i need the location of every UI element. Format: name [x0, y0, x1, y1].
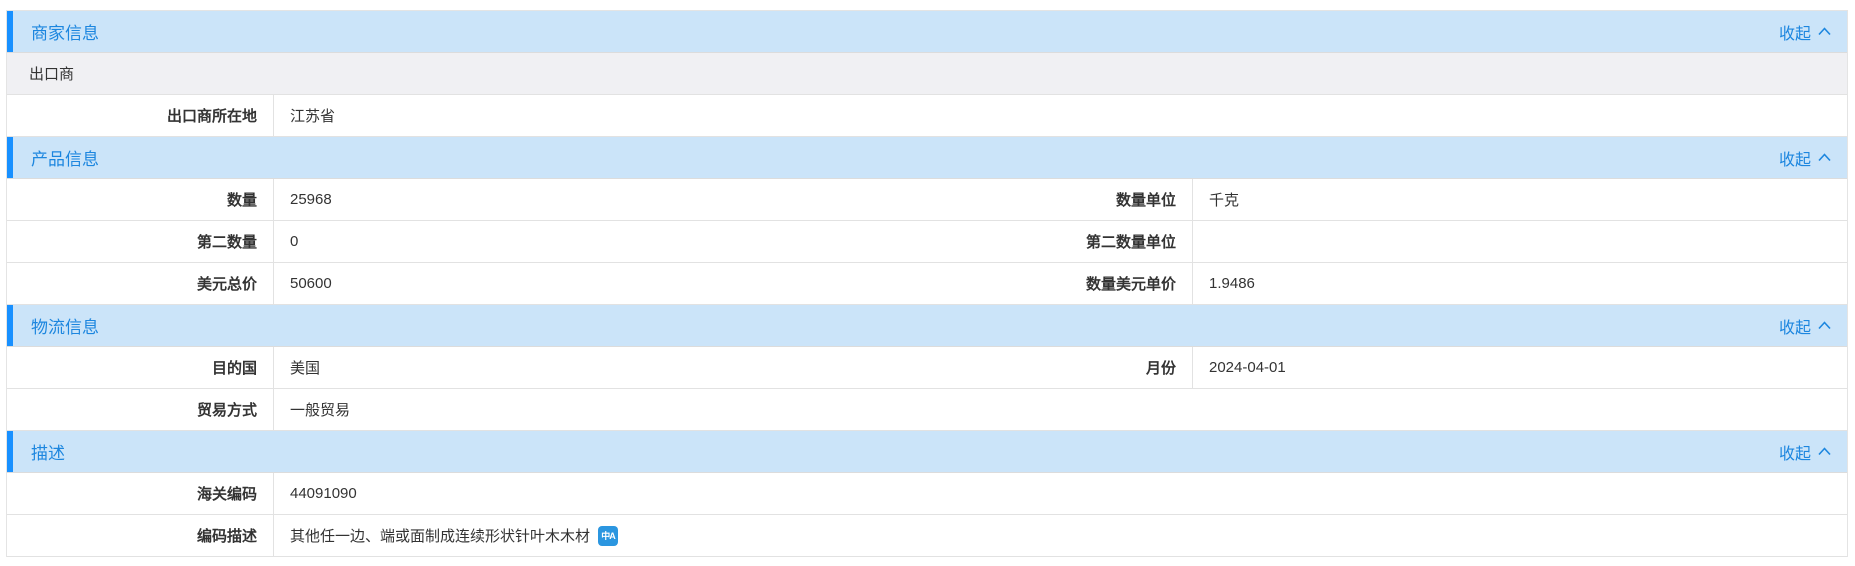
field-label: 数量	[7, 179, 274, 220]
field-label: 海关编码	[7, 473, 274, 514]
section-accent-bar	[7, 431, 13, 472]
field-label: 第二数量	[7, 221, 274, 262]
code-description-text: 其他任一边、端或面制成连续形状针叶木木材	[290, 528, 591, 545]
collapse-label: 收起	[1778, 151, 1811, 169]
collapse-link[interactable]: 收起	[1779, 314, 1831, 338]
collapse-label: 收起	[1778, 25, 1811, 43]
section-header-description: 描述 收起	[7, 431, 1847, 473]
field-value: 25968	[290, 191, 332, 208]
field-value: 44091090	[290, 485, 357, 502]
field-value: 0	[290, 233, 299, 250]
section-accent-bar	[7, 137, 13, 178]
collapse-label: 收起	[1778, 445, 1811, 463]
section-title: 产品信息	[31, 150, 99, 169]
field-value: 2024-04-01	[1209, 359, 1286, 376]
section-title: 物流信息	[31, 318, 99, 337]
field-label: 编码描述	[7, 515, 274, 556]
field-label: 月份	[926, 347, 1193, 388]
table-row: 目的国 美国 月份 2024-04-01	[7, 347, 1847, 389]
table-row: 数量 25968 数量单位 千克	[7, 179, 1847, 221]
table-row: 出口商所在地 江苏省	[7, 95, 1847, 137]
section-header-product-info: 产品信息 收起	[7, 137, 1847, 179]
field-label: 目的国	[7, 347, 274, 388]
field-value: 美国	[290, 360, 321, 377]
collapse-link[interactable]: 收起	[1779, 20, 1831, 44]
table-row-exporter: 出口商	[7, 53, 1847, 95]
field-label: 出口商所在地	[7, 95, 274, 136]
detail-panel: 商家信息 收起 出口商 出口商所在地 江苏省 产品信息 收起 数量 25968 …	[6, 10, 1848, 557]
field-value: 一般贸易	[290, 402, 351, 419]
subheader-exporter: 出口商	[29, 66, 75, 83]
section-header-merchant-info: 商家信息 收起	[7, 11, 1847, 53]
field-value: 千克	[1209, 192, 1240, 209]
table-row: 美元总价 50600 数量美元单价 1.9486	[7, 263, 1847, 305]
table-row: 海关编码 44091090	[7, 473, 1847, 515]
field-label: 第二数量单位	[926, 221, 1193, 262]
field-value: 江苏省	[290, 108, 336, 125]
field-value: 1.9486	[1209, 275, 1255, 292]
section-accent-bar	[7, 305, 13, 346]
translate-icon[interactable]: 中A	[598, 525, 619, 546]
chevron-up-icon	[1818, 317, 1831, 335]
table-row: 第二数量 0 第二数量单位	[7, 221, 1847, 263]
field-label: 数量单位	[926, 179, 1193, 220]
chevron-up-icon	[1818, 149, 1831, 167]
collapse-link[interactable]: 收起	[1779, 146, 1831, 170]
field-label: 美元总价	[7, 263, 274, 304]
section-title: 商家信息	[31, 24, 99, 43]
chevron-up-icon	[1818, 443, 1831, 461]
field-value	[1193, 221, 1847, 262]
field-value: 50600	[290, 275, 332, 292]
section-title: 描述	[31, 444, 65, 463]
field-label: 数量美元单价	[926, 263, 1193, 304]
chevron-up-icon	[1818, 23, 1831, 41]
collapse-label: 收起	[1778, 319, 1811, 337]
collapse-link[interactable]: 收起	[1779, 440, 1831, 464]
table-row: 编码描述 其他任一边、端或面制成连续形状针叶木木材 中A	[7, 515, 1847, 557]
field-value: 其他任一边、端或面制成连续形状针叶木木材 中A	[274, 515, 1847, 556]
section-accent-bar	[7, 11, 13, 52]
table-row: 贸易方式 一般贸易	[7, 389, 1847, 431]
section-header-logistics-info: 物流信息 收起	[7, 305, 1847, 347]
field-label: 贸易方式	[7, 389, 274, 430]
